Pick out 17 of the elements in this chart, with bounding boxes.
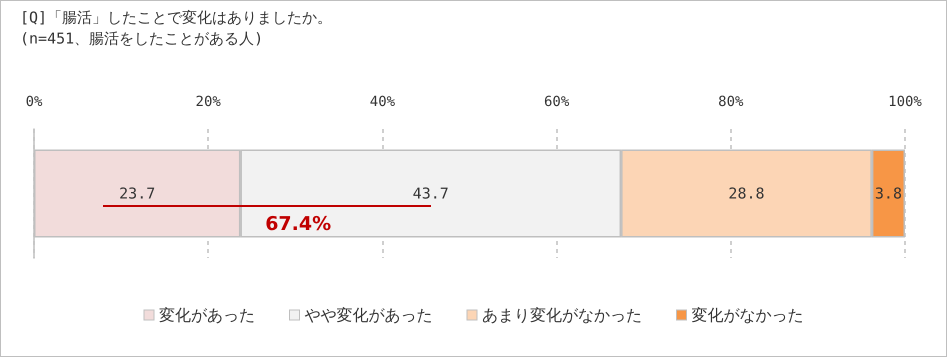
legend-label: あまり変化がなかった — [482, 306, 642, 324]
x-tick-label: 100% — [888, 94, 922, 110]
x-tick-label: 20% — [196, 94, 222, 110]
chart-subtitle: (n=451、腸活をしたことがある人) — [20, 30, 264, 48]
data-label: 28.8 — [728, 184, 765, 202]
data-label: 3.8 — [874, 184, 902, 202]
legend-label: 変化がなかった — [692, 306, 804, 324]
x-tick-label: 0% — [26, 94, 43, 110]
chart-title: [Q]「腸活」したことで変化はありましたか。 — [20, 8, 332, 26]
x-tick-label: 60% — [544, 94, 570, 110]
x-tick-label: 80% — [718, 94, 744, 110]
data-label: 23.7 — [119, 184, 156, 202]
annotation: 67.4% — [265, 213, 332, 235]
legend-label: やや変化があった — [304, 306, 432, 324]
legend-label: 変化があった — [159, 306, 255, 324]
x-tick-label: 40% — [370, 94, 396, 110]
data-label: 43.7 — [412, 184, 449, 202]
